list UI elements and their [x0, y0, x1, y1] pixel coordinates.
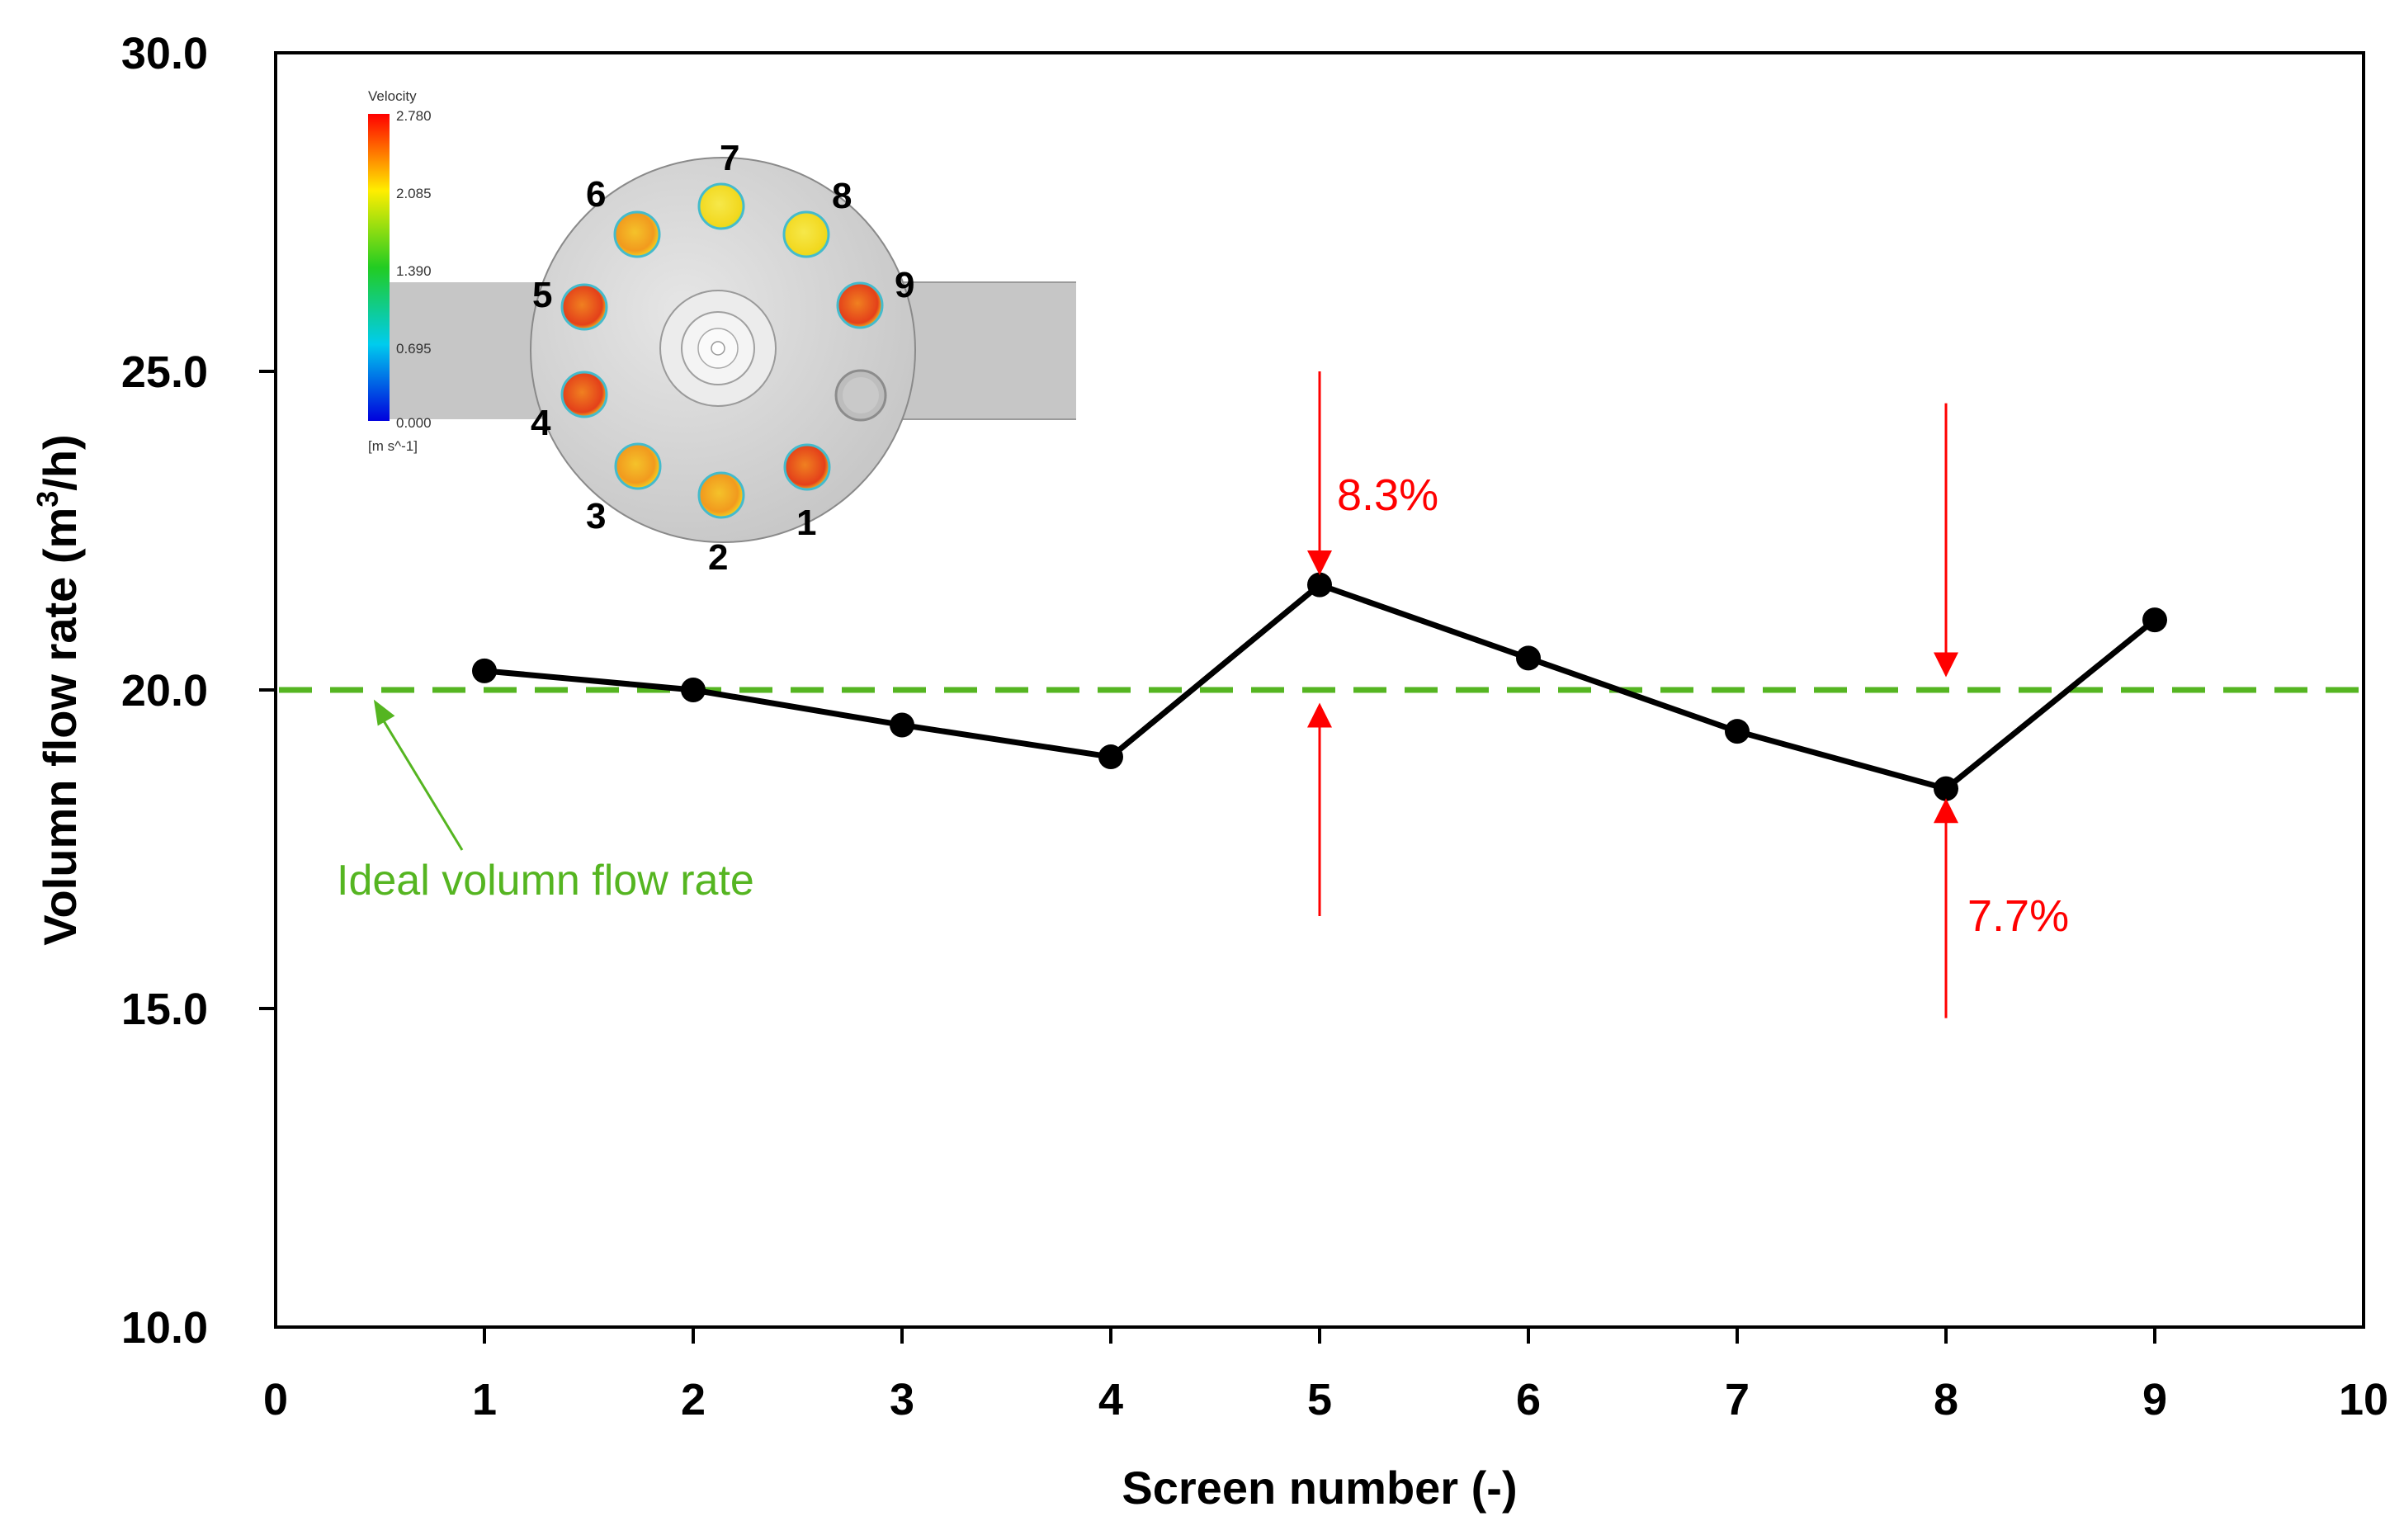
- screen-label-9: 9: [895, 265, 914, 305]
- velocity-legend-unit: [m s^-1]: [368, 438, 418, 454]
- velocity-color-bar: [368, 114, 390, 421]
- data-point-screen-7: [1725, 719, 1750, 744]
- annotation-up-arrowhead: [1307, 702, 1332, 728]
- x-tick-label: 2: [681, 1375, 706, 1424]
- data-point-screen-2: [681, 678, 706, 702]
- screen-label-8: 8: [832, 176, 852, 216]
- screen-label-1: 1: [796, 503, 816, 543]
- screen-label-5: 5: [532, 275, 552, 315]
- screen-hole-9: [836, 281, 884, 329]
- data-point-screen-1: [472, 658, 497, 683]
- ideal-flow-pointer-line: [377, 711, 464, 851]
- y-tick-label: 30.0: [121, 29, 208, 78]
- screen-hole-6: [613, 210, 661, 258]
- screen-hole-2: [697, 471, 745, 519]
- data-point-screen-6: [1516, 645, 1541, 671]
- annotation-down-arrowhead: [1934, 652, 1958, 678]
- x-tick-label: 8: [1934, 1375, 1958, 1424]
- data-point-screen-5: [1307, 572, 1332, 598]
- x-tick-label: 9: [2142, 1375, 2167, 1424]
- x-axis-title: Screen number (-): [1122, 1462, 1517, 1514]
- screen-hole-1: [783, 443, 831, 491]
- screen-hole-7: [697, 182, 745, 230]
- y-tick-label: 10.0: [121, 1303, 208, 1353]
- x-tick-label: 0: [263, 1375, 288, 1424]
- x-tick-label: 7: [1725, 1375, 1750, 1424]
- y-axis-title: Volumn flow rate (m3/h): [31, 434, 86, 945]
- screen-label-4: 4: [531, 403, 551, 443]
- data-point-screen-3: [890, 712, 914, 738]
- velocity-legend-title: Velocity: [368, 88, 417, 104]
- x-tick-label: 10: [2339, 1375, 2388, 1424]
- screen-hole-5: [560, 283, 608, 331]
- ideal-flow-label: Ideal volumn flow rate: [337, 857, 754, 905]
- y-tick-label: 15.0: [121, 985, 208, 1034]
- y-axis-title-superscript: 3: [31, 491, 64, 508]
- velocity-legend-value-4: 0.000: [396, 415, 432, 431]
- screen-label-7: 7: [720, 138, 739, 178]
- data-point-screen-8: [1934, 776, 1958, 801]
- y-tick-label: 20.0: [121, 666, 208, 716]
- annotation-label-screen-5: 8.3%: [1337, 470, 1438, 520]
- data-point-screen-9: [2142, 607, 2167, 633]
- series-layer: [472, 572, 2167, 801]
- screen-hole-3: [614, 442, 662, 490]
- screen-hole-8: [782, 210, 830, 258]
- x-tick-label: 6: [1516, 1375, 1541, 1424]
- screen-label-6: 6: [586, 174, 606, 215]
- x-tick-label: 1: [472, 1375, 497, 1424]
- screen-hole-4: [560, 371, 608, 418]
- data-point-screen-4: [1098, 744, 1123, 770]
- annotation-up-arrowhead: [1934, 798, 1958, 824]
- annotation-label-screen-8: 7.7%: [1967, 891, 2069, 941]
- screen-label-2: 2: [708, 537, 728, 578]
- ideal-flow-pointer-arrowhead: [373, 699, 395, 726]
- y-axis-ticks: 10.0 15.0 20.0 25.0 30.0: [121, 29, 276, 1353]
- screen-label-3: 3: [586, 496, 606, 536]
- cfd-inset: 1 2 3 4 5 6 7 8 9 Velocity 2.780 2.085 1…: [368, 88, 1076, 578]
- velocity-legend-value-0: 2.780: [396, 108, 432, 124]
- y-tick-label: 25.0: [121, 347, 208, 397]
- annotation-down-arrowhead: [1307, 550, 1332, 576]
- x-tick-label: 3: [890, 1375, 914, 1424]
- velocity-legend-value-2: 1.390: [396, 263, 432, 279]
- x-tick-label: 4: [1098, 1375, 1123, 1424]
- velocity-legend-value-1: 2.085: [396, 186, 432, 201]
- velocity-legend-value-3: 0.695: [396, 341, 432, 357]
- annotation-layer: [1307, 371, 1958, 1018]
- x-tick-label: 5: [1307, 1375, 1332, 1424]
- x-axis-ticks: 0 1 2 3 4 5 6 7 8 9 10: [263, 1327, 2388, 1424]
